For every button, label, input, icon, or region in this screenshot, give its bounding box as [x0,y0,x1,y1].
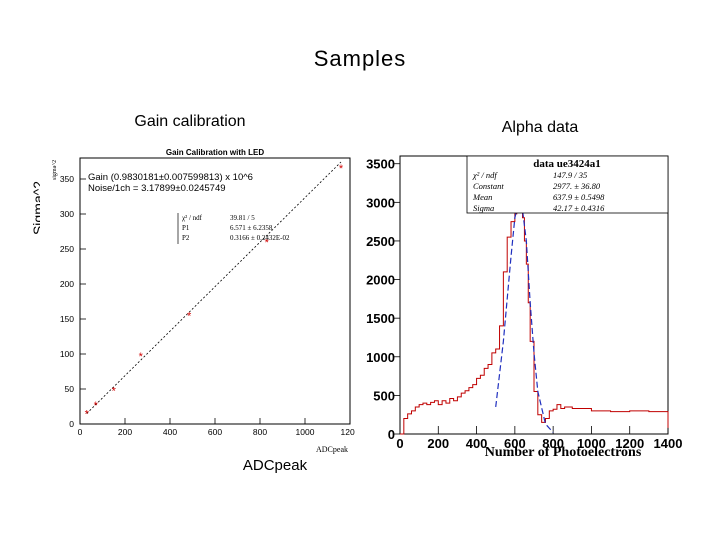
right-data-histogram [400,201,669,435]
right-stats-box [466,155,669,214]
left-fit-text-line: Noise/1ch = 3.17899±0.0245749 [88,183,226,194]
gain-calibration-chart: Gain Calibration with LED ADCpeak sigma^… [40,140,360,460]
alpha-data-chart: 0 200 400 600 800 1000 1200 1400 0 500 1000 1500 20… [355,150,700,465]
right-fit-curve [495,200,554,433]
right-x-tick-label: 0 [396,436,403,451]
left-data-point: * [339,163,344,175]
left-stat-value: 6.571 ± 6.2358 [230,224,273,232]
right-x-tick-label: 600 [504,436,526,451]
right-y-tick-label: 2500 [366,234,395,249]
left-chart-xlabel: ADCpeak [316,445,348,454]
left-x-tick-label: 200 [118,427,132,437]
left-data-point: * [112,385,117,397]
left-data-point: * [265,237,270,249]
left-stat-label: P1 [182,224,190,232]
left-x-tick-label: 400 [163,427,177,437]
right-x-tick-label: 800 [542,436,564,451]
right-y-tick-label: 500 [373,388,395,403]
right-stat-label: χ² / ndf [472,170,498,180]
right-x-tick-label: 1000 [577,436,606,451]
left-y-tick-label: 200 [60,279,74,289]
right-x-tick-label: 1200 [615,436,644,451]
left-x-tick-label: 1200 [341,427,360,437]
right-y-tick-label: 3500 [366,157,395,172]
left-y-tick-label: 300 [60,209,74,219]
right-stat-value: 147.9 / 35 [553,170,587,180]
left-x-tick-label: 0 [78,427,83,437]
gain-calibration-caption: Gain calibration [134,113,246,130]
left-y-tick-label: 250 [60,244,74,254]
left-stat-label: χ² / ndf [182,214,203,222]
right-y-tick-label: 3000 [366,195,395,210]
left-chart-outer-xlabel: ADCpeak [242,457,308,474]
right-stat-value: 637.9 ± 0.5498 [553,192,605,202]
right-stat-label: Sigma [473,203,494,213]
left-y-tick-label: 350 [60,174,74,184]
right-x-tick-label: 1400 [654,436,683,451]
right-y-tick-label: 0 [388,427,395,442]
left-chart-ylabel: sigma^2 [52,160,58,180]
right-chart-xlabel: Number of Photoelectrons [485,445,642,460]
right-stat-value: 2977. ± 36.80 [553,181,601,191]
alpha-data-caption: Alpha data [501,119,579,136]
left-data-point: * [139,351,144,363]
left-x-tick-label: 600 [208,427,222,437]
left-data-point: * [94,400,99,412]
left-stat-value: 39.81 / 5 [230,214,255,222]
right-y-tick-label: 2000 [366,273,395,288]
left-data-point: * [187,311,192,323]
right-x-tick-label: 400 [466,436,488,451]
right-y-tick-label: 1500 [366,311,395,326]
slide-title: Samples [313,46,407,71]
left-fit-text-line: Gain (0.9830181±0.007599813) x 10^6 [88,172,253,183]
left-x-tick-label: 1000 [296,427,315,437]
left-x-tick-label: 800 [253,427,267,437]
left-y-tick-label: 0 [69,419,74,429]
right-x-tick-label: 200 [427,436,449,451]
left-stat-label: P2 [182,234,190,242]
left-stat-value: 0.3166 ± 0.2432E-02 [230,234,290,242]
right-stats-title: data ue3424a1 [533,158,601,170]
right-stat-value: 42.17 ± 0.4316 [553,203,605,213]
left-chart-title: Gain Calibration with LED [166,148,264,157]
left-y-tick-label: 50 [65,384,75,394]
right-y-tick-label: 1000 [366,350,395,365]
right-stat-label: Mean [472,192,492,202]
left-y-tick-label: 100 [60,349,74,359]
left-y-tick-label: 150 [60,314,74,324]
left-data-point: * [85,409,90,421]
right-stat-label: Constant [473,181,504,191]
